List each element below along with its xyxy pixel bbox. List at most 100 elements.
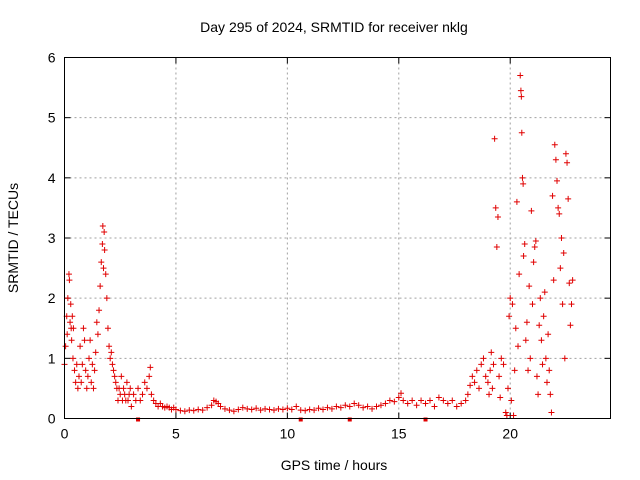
data-point xyxy=(519,174,526,181)
data-point xyxy=(521,241,528,248)
data-point xyxy=(91,367,98,374)
data-point xyxy=(68,337,75,344)
data-point xyxy=(83,385,90,392)
plot-frame xyxy=(64,57,611,419)
data-point xyxy=(324,404,331,411)
data-point xyxy=(120,385,127,392)
data-point xyxy=(518,93,525,100)
data-point xyxy=(257,407,264,414)
data-point xyxy=(141,379,148,386)
data-point xyxy=(137,397,144,404)
data-point xyxy=(297,407,304,414)
data-point xyxy=(565,195,572,202)
data-point xyxy=(518,129,525,136)
data-point xyxy=(97,283,104,290)
data-point xyxy=(409,397,416,404)
data-point xyxy=(266,406,273,413)
data-point xyxy=(386,397,393,404)
data-point xyxy=(400,397,407,404)
data-point xyxy=(550,277,557,284)
data-point xyxy=(328,405,335,412)
data-point xyxy=(253,405,260,412)
data-point xyxy=(502,409,509,416)
data-point xyxy=(84,373,91,380)
data-point xyxy=(469,373,476,380)
y-tick-label: 6 xyxy=(48,50,56,66)
data-point xyxy=(360,404,367,411)
data-point xyxy=(215,400,222,407)
data-point xyxy=(80,325,87,332)
data-point xyxy=(500,361,507,368)
x-tick-label: 0 xyxy=(61,426,69,442)
data-point xyxy=(293,403,300,410)
data-point xyxy=(476,385,483,392)
data-point xyxy=(557,265,564,272)
data-point xyxy=(89,361,96,368)
data-point xyxy=(101,247,108,254)
data-point xyxy=(195,406,202,413)
data-point xyxy=(422,400,429,407)
data-point xyxy=(306,406,313,413)
data-point xyxy=(94,331,101,338)
data-point xyxy=(270,407,277,414)
data-point xyxy=(482,373,489,380)
data-point xyxy=(528,207,535,214)
data-point xyxy=(77,343,84,350)
data-point xyxy=(369,405,376,412)
data-point xyxy=(554,177,561,184)
chart-title: Day 295 of 2024, SRMTID for receiver nkl… xyxy=(200,19,468,35)
data-point xyxy=(311,407,318,414)
series-srmtid xyxy=(61,72,576,419)
data-point xyxy=(478,361,485,368)
data-point xyxy=(92,349,99,356)
data-point xyxy=(87,337,94,344)
data-point xyxy=(564,159,571,166)
data-point xyxy=(181,408,188,415)
data-point xyxy=(516,271,523,278)
data-point xyxy=(513,198,520,205)
data-point xyxy=(333,403,340,410)
data-point xyxy=(244,405,251,412)
data-point xyxy=(471,379,478,386)
data-point xyxy=(509,301,516,308)
data-point xyxy=(531,244,538,251)
data-point xyxy=(123,379,130,386)
data-point xyxy=(492,204,499,211)
data-point xyxy=(302,407,309,414)
data-point xyxy=(467,382,474,389)
data-point xyxy=(150,397,157,404)
data-point xyxy=(404,400,411,407)
data-point xyxy=(262,405,269,412)
data-point xyxy=(111,373,118,380)
data-point xyxy=(101,228,108,235)
data-point xyxy=(551,141,558,148)
data-point xyxy=(69,313,76,320)
data-point xyxy=(517,72,524,79)
data-point xyxy=(377,402,384,409)
data-point xyxy=(71,367,78,374)
data-point xyxy=(64,331,71,338)
data-point xyxy=(288,406,295,413)
data-point xyxy=(355,402,362,409)
data-point xyxy=(526,283,533,290)
data-point xyxy=(493,244,500,251)
data-point xyxy=(351,400,358,407)
data-point xyxy=(523,319,530,326)
x-tick-label: 20 xyxy=(502,426,518,442)
data-point xyxy=(78,379,85,386)
data-point xyxy=(88,379,95,386)
data-point xyxy=(79,361,86,368)
x-tick-label: 5 xyxy=(172,426,180,442)
data-point xyxy=(107,355,114,362)
data-point xyxy=(125,397,132,404)
data-point xyxy=(515,343,522,350)
y-tick-label: 3 xyxy=(48,230,56,246)
x-tick-label: 15 xyxy=(391,426,407,442)
data-point xyxy=(147,364,154,371)
data-point xyxy=(435,394,442,401)
data-point xyxy=(109,361,116,368)
data-point xyxy=(342,402,349,409)
data-point xyxy=(489,385,496,392)
data-point xyxy=(504,385,511,392)
data-point xyxy=(559,301,566,308)
